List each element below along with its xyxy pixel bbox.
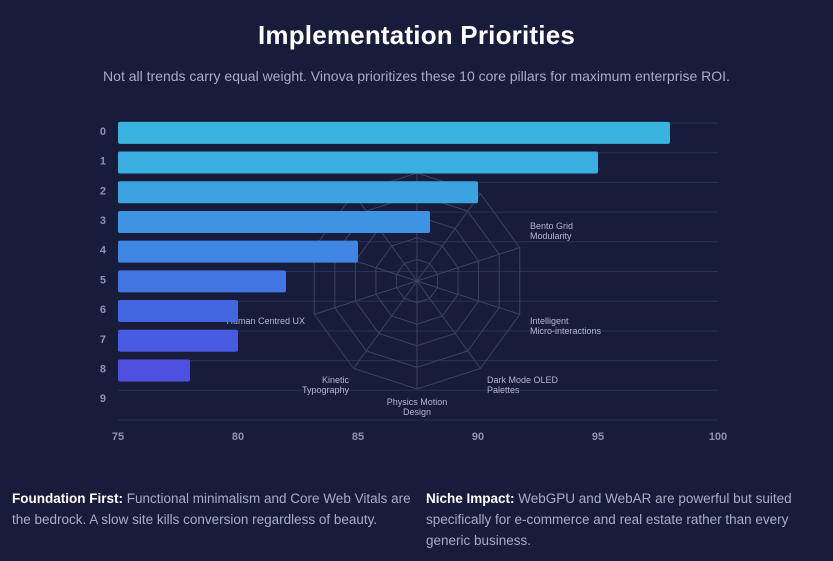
radar-spoke — [314, 280, 418, 315]
bar — [118, 240, 358, 263]
page-title: Implementation Priorities — [257, 20, 576, 50]
radar-spoke — [416, 193, 481, 282]
y-tick-label: 2 — [100, 185, 106, 197]
bar — [118, 181, 478, 204]
bar — [118, 329, 238, 352]
y-tick-label: 7 — [100, 334, 106, 346]
note-text: WebGPU and WebAR are powerful but suited… — [426, 491, 792, 548]
radar-axis-label: Palettes — [487, 385, 520, 395]
radar-axis-label: Micro-interactions — [530, 326, 602, 336]
x-tick-label: 75 — [112, 431, 124, 443]
radar-spoke — [416, 280, 481, 369]
bar — [118, 300, 238, 323]
radar-axis-label: Human Centred UX — [226, 316, 305, 326]
note-foundation: Foundation First: Functional minimalism … — [12, 488, 412, 530]
bar — [118, 359, 190, 382]
radar-axis-label: Intelligent — [530, 316, 569, 326]
y-tick-label: 9 — [100, 393, 106, 405]
y-tick-label: 1 — [100, 156, 106, 168]
radar-axis-label: Bento Grid — [530, 221, 573, 231]
bar — [118, 121, 670, 144]
note-niche: Niche Impact: WebGPU and WebAR are power… — [426, 488, 826, 551]
x-tick-label: 100 — [709, 431, 727, 443]
y-tick-label: 6 — [100, 304, 106, 316]
radar-axis-label: Dark Mode OLED — [487, 375, 559, 385]
y-tick-label: 3 — [100, 215, 106, 227]
bar — [118, 151, 598, 174]
radar-axis-label: Design — [403, 407, 431, 417]
y-tick-label: 8 — [100, 363, 106, 375]
x-tick-label: 90 — [472, 431, 484, 443]
radar-spoke — [353, 193, 418, 282]
y-tick-label: 0 — [100, 126, 106, 138]
bar — [118, 270, 286, 293]
x-tick-label: 95 — [592, 431, 604, 443]
radar-spoke — [416, 247, 520, 282]
radar-axis-label: Modularity — [530, 231, 572, 241]
x-tick-label: 80 — [232, 431, 244, 443]
y-tick-label: 4 — [100, 245, 107, 257]
note-heading: Niche Impact: — [426, 491, 515, 506]
radar-spoke — [416, 280, 520, 315]
radar-axis-label: Typography — [302, 385, 350, 395]
x-tick-label: 85 — [352, 431, 364, 443]
note-heading: Foundation First: — [12, 491, 123, 506]
bar — [118, 210, 430, 233]
y-tick-label: 5 — [100, 274, 106, 286]
radar-axis-label: Kinetic — [322, 375, 350, 385]
radar-axis-label: Physics Motion — [387, 397, 448, 407]
note-text: Functional minimalism and Core Web Vital… — [12, 491, 411, 527]
radar-spoke — [353, 280, 418, 369]
page-subtitle: Not all trends carry equal weight. Vinov… — [103, 68, 730, 84]
